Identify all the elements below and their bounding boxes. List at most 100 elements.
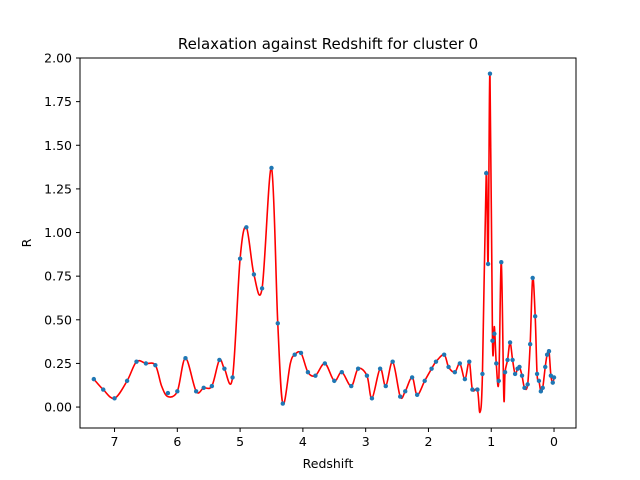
data-point xyxy=(525,382,530,387)
data-point xyxy=(485,261,491,267)
data-point xyxy=(403,389,408,394)
data-point xyxy=(175,389,180,394)
data-point xyxy=(487,71,493,76)
data-point xyxy=(429,366,434,371)
data-point xyxy=(134,359,139,364)
data-point xyxy=(305,369,311,375)
data-point xyxy=(441,352,447,357)
data-point xyxy=(377,366,383,371)
data-point xyxy=(349,383,354,389)
data-point xyxy=(414,392,420,398)
y-tick-label: 2.00 xyxy=(44,51,72,66)
x-tick-label: 7 xyxy=(111,434,119,449)
data-point xyxy=(364,373,370,378)
x-tick-label: 5 xyxy=(236,434,244,449)
y-axis-label: R xyxy=(19,238,34,247)
data-point xyxy=(517,364,522,370)
plot-frame xyxy=(79,57,577,429)
data-point xyxy=(492,331,497,336)
data-point xyxy=(230,375,235,380)
data-point xyxy=(502,369,508,375)
data-point xyxy=(298,350,304,356)
y-axis: 0.00 0.25 0.50 0.75 1.00 1.25 1.50 1.75 2.00 xyxy=(44,51,80,415)
data-point xyxy=(217,357,222,363)
plot-background xyxy=(80,58,576,428)
x-tick-label: 3 xyxy=(362,434,370,449)
data-point xyxy=(462,376,468,382)
data-point xyxy=(530,275,535,281)
data-point xyxy=(490,338,495,343)
data-point xyxy=(550,380,555,385)
data-point xyxy=(383,383,388,389)
data-point xyxy=(496,378,501,384)
data-point xyxy=(390,359,395,364)
y-tick-label: 0.00 xyxy=(44,400,72,415)
data-point xyxy=(201,385,206,391)
data-point xyxy=(165,390,171,396)
data-point xyxy=(538,389,544,394)
data-point xyxy=(339,369,345,375)
y-tick-label: 0.75 xyxy=(44,269,72,284)
data-point xyxy=(409,375,415,380)
data-point xyxy=(527,342,533,347)
data-point xyxy=(222,366,227,371)
data-point xyxy=(322,361,328,366)
x-axis: 7 6 5 4 3 2 1 0 xyxy=(111,428,558,449)
data-point xyxy=(101,387,106,392)
data-point xyxy=(540,385,545,391)
data-point xyxy=(543,364,548,370)
data-point xyxy=(480,371,485,377)
data-point xyxy=(313,373,318,378)
data-point xyxy=(499,260,504,265)
data-point xyxy=(143,361,149,366)
data-point xyxy=(522,385,527,391)
data-point xyxy=(153,362,158,368)
data-point xyxy=(369,396,375,401)
data-point xyxy=(280,401,285,406)
y-tick-label: 0.25 xyxy=(44,356,72,371)
data-point xyxy=(467,359,472,364)
data-point xyxy=(193,389,199,394)
data-point xyxy=(259,286,265,291)
data-point xyxy=(457,361,463,366)
data-point xyxy=(551,375,557,380)
data-point xyxy=(446,364,451,370)
data-point xyxy=(452,369,458,375)
data-point xyxy=(209,383,215,389)
data-point xyxy=(494,361,499,366)
data-point xyxy=(519,373,525,378)
data-point xyxy=(546,349,552,354)
data-point xyxy=(544,352,550,357)
data-point xyxy=(398,394,403,399)
data-point xyxy=(269,165,274,171)
y-tick-label: 1.50 xyxy=(44,138,72,153)
data-point xyxy=(275,321,280,326)
x-tick-label: 6 xyxy=(173,434,181,449)
data-point xyxy=(355,366,361,371)
x-tick-label: 0 xyxy=(550,434,558,449)
data-point xyxy=(484,170,489,176)
data-point xyxy=(470,387,475,392)
data-point xyxy=(292,352,297,357)
series-layer xyxy=(91,71,557,414)
y-tick-label: 1.25 xyxy=(44,181,72,196)
data-point xyxy=(433,359,439,364)
data-point xyxy=(512,371,518,377)
data-point xyxy=(183,355,188,361)
data-point xyxy=(124,378,130,384)
chart-title: Relaxation against Redshift for cluster … xyxy=(178,35,478,53)
plot-area xyxy=(79,57,577,429)
y-tick-label: 0.50 xyxy=(44,312,72,327)
data-point xyxy=(422,378,427,384)
data-point xyxy=(510,357,515,363)
data-point xyxy=(536,378,542,384)
data-point xyxy=(251,272,257,277)
data-point xyxy=(534,371,540,377)
x-tick-label: 2 xyxy=(424,434,432,449)
y-tick-label: 1.75 xyxy=(44,94,72,109)
data-point xyxy=(505,357,510,363)
data-point xyxy=(507,340,513,345)
data-point xyxy=(244,225,249,230)
x-tick-label: 1 xyxy=(487,434,495,449)
